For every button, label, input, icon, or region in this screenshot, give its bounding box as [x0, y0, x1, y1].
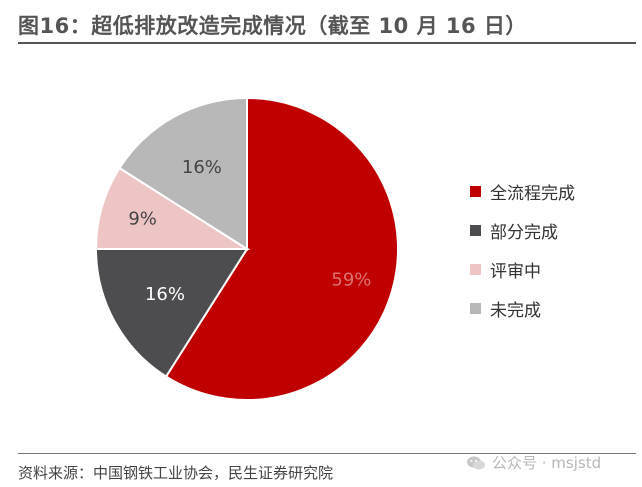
source-rule	[18, 453, 636, 454]
legend-swatch	[470, 263, 481, 275]
title-rule	[18, 42, 636, 44]
legend-swatch	[470, 185, 481, 197]
slice-label: 16%	[145, 284, 185, 305]
legend-item-review: 评审中	[470, 256, 575, 282]
source-note: 资料来源：中国钢铁工业协会，民生证券研究院	[18, 464, 334, 482]
legend-label: 部分完成	[490, 222, 558, 243]
legend-label: 评审中	[490, 261, 541, 282]
slice-label: 16%	[182, 157, 222, 178]
legend-swatch	[470, 302, 481, 314]
wechat-icon	[467, 456, 485, 469]
pie-slice	[118, 96, 248, 251]
watermark: 公众号 · msjstd	[466, 452, 601, 473]
pie-slice	[94, 166, 251, 250]
pie-slice	[164, 96, 399, 401]
slice-label: 59%	[331, 269, 371, 290]
legend-item-incomplete: 未完成	[470, 295, 575, 321]
chart-title: 图16：超低排放改造完成情况（截至 10 月 16 日）	[18, 14, 527, 38]
slice-label: 9%	[128, 209, 157, 230]
pie-slice	[94, 248, 249, 378]
legend-swatch	[470, 224, 481, 236]
chart-legend: 全流程完成 部分完成 评审中 未完成	[470, 178, 575, 334]
legend-label: 未完成	[490, 300, 541, 321]
legend-label: 全流程完成	[490, 183, 575, 204]
legend-item-partial: 部分完成	[470, 217, 575, 243]
watermark-text: 公众号 · msjstd	[492, 454, 602, 472]
legend-item-full: 全流程完成	[470, 178, 575, 204]
